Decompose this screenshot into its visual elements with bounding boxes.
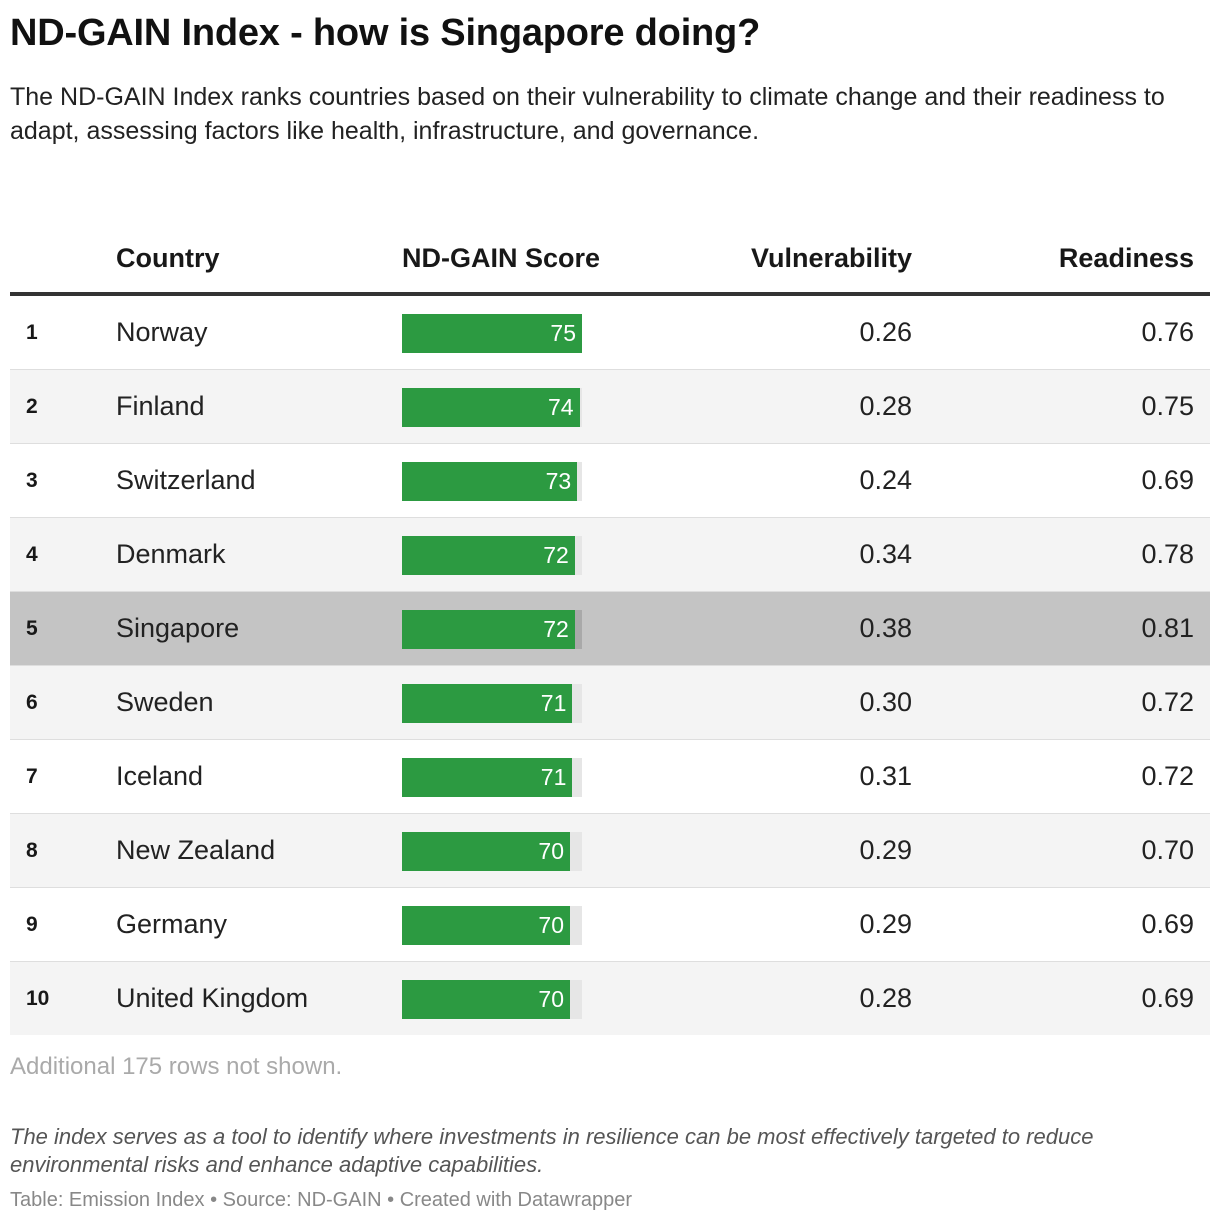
readiness-cell: 0.75 <box>1141 391 1194 421</box>
vulnerability-cell: 0.29 <box>859 835 912 865</box>
table-row: 8 New Zealand 70 0.29 0.70 <box>10 814 1210 888</box>
score-bar-track: 73 <box>402 462 582 501</box>
score-bar: 75 <box>402 314 582 353</box>
country-cell: Switzerland <box>116 465 256 495</box>
table-row: 10 United Kingdom 70 0.28 0.69 <box>10 962 1210 1035</box>
score-value: 70 <box>538 912 564 938</box>
ranking-table: Country ND-GAIN Score Vulnerability Read… <box>10 200 1210 1035</box>
header-country[interactable]: Country <box>116 243 220 273</box>
score-bar: 73 <box>402 462 578 501</box>
table-row: 2 Finland 74 0.28 0.75 <box>10 370 1210 444</box>
table-body: 1 Norway 75 0.26 0.76 2 Finland 74 0.28 0.75 3 Swit… <box>10 296 1210 1035</box>
score-value: 75 <box>550 320 576 346</box>
table-row: 3 Switzerland 73 0.24 0.69 <box>10 444 1210 518</box>
readiness-cell: 0.72 <box>1141 761 1194 791</box>
readiness-cell: 0.70 <box>1141 835 1194 865</box>
score-bar-track: 74 <box>402 388 582 427</box>
score-bar-track: 75 <box>402 314 582 353</box>
rank-cell: 6 <box>26 691 38 714</box>
score-bar-track: 70 <box>402 980 582 1019</box>
rank-cell: 9 <box>26 913 38 936</box>
country-cell: United Kingdom <box>116 983 309 1013</box>
readiness-cell: 0.69 <box>1141 909 1194 939</box>
score-value: 72 <box>543 542 569 568</box>
score-value: 72 <box>543 616 569 642</box>
rank-cell: 4 <box>26 543 38 566</box>
readiness-cell: 0.69 <box>1141 465 1194 495</box>
rank-cell: 10 <box>26 987 50 1010</box>
score-bar-track: 72 <box>402 536 582 575</box>
readiness-cell: 0.81 <box>1141 613 1194 643</box>
chart-subtitle: The ND-GAIN Index ranks countries based … <box>10 83 1165 145</box>
score-bar-track: 71 <box>402 684 582 723</box>
vulnerability-cell: 0.30 <box>859 687 912 717</box>
header-readiness[interactable]: Readiness <box>1058 243 1194 273</box>
readiness-cell: 0.72 <box>1141 687 1194 717</box>
score-bar: 72 <box>402 610 575 649</box>
vulnerability-cell: 0.26 <box>859 317 912 347</box>
vulnerability-cell: 0.38 <box>859 613 912 643</box>
vulnerability-cell: 0.24 <box>859 465 912 495</box>
country-cell: Singapore <box>116 613 240 643</box>
readiness-cell: 0.76 <box>1141 317 1194 347</box>
country-cell: Finland <box>116 391 205 421</box>
header-vulnerability[interactable]: Vulnerability <box>750 243 912 273</box>
score-value: 70 <box>538 838 564 864</box>
rank-cell: 5 <box>26 617 38 640</box>
table-row: 1 Norway 75 0.26 0.76 <box>10 296 1210 370</box>
readiness-cell: 0.78 <box>1141 539 1194 569</box>
table-row: 7 Iceland 71 0.31 0.72 <box>10 740 1210 814</box>
score-value: 73 <box>545 468 572 494</box>
score-bar: 71 <box>402 684 573 723</box>
vulnerability-cell: 0.29 <box>859 909 912 939</box>
score-bar: 70 <box>402 980 570 1019</box>
score-bar-track: 70 <box>402 906 582 945</box>
rank-cell: 8 <box>26 839 38 862</box>
table-row: 5 Singapore 72 0.38 0.81 <box>10 592 1210 666</box>
source-line: Table: Emission Index • Source: ND-GAIN … <box>10 1189 633 1211</box>
rank-cell: 3 <box>26 469 38 492</box>
rank-cell: 7 <box>26 765 38 788</box>
chart-title: ND-GAIN Index - how is Singapore doing? <box>10 12 761 54</box>
vulnerability-cell: 0.34 <box>859 539 912 569</box>
vulnerability-cell: 0.28 <box>859 983 912 1013</box>
score-bar: 72 <box>402 536 575 575</box>
score-value: 71 <box>540 764 567 790</box>
score-bar: 71 <box>402 758 573 797</box>
score-bar-track: 70 <box>402 832 582 871</box>
vulnerability-cell: 0.31 <box>859 761 912 791</box>
country-cell: Sweden <box>116 687 214 717</box>
more-rows-note: Additional 175 rows not shown. <box>10 1053 343 1080</box>
readiness-cell: 0.69 <box>1141 983 1194 1013</box>
score-value: 70 <box>538 986 564 1012</box>
vulnerability-cell: 0.28 <box>859 391 912 421</box>
country-cell: Iceland <box>116 761 204 791</box>
score-bar: 70 <box>402 832 570 871</box>
country-cell: Norway <box>116 317 208 347</box>
score-bar-track: 71 <box>402 758 582 797</box>
score-bar-track: 72 <box>402 610 582 649</box>
score-value: 71 <box>540 690 567 716</box>
rank-cell: 1 <box>26 321 38 344</box>
footnote: The index serves as a tool to identify w… <box>10 1124 1094 1177</box>
score-bar: 70 <box>402 906 570 945</box>
table-header: Country ND-GAIN Score Vulnerability Read… <box>10 200 1210 296</box>
header-score[interactable]: ND-GAIN Score <box>402 243 601 273</box>
country-cell: Denmark <box>116 539 226 569</box>
country-cell: Germany <box>116 909 228 939</box>
table-row: 6 Sweden 71 0.30 0.72 <box>10 666 1210 740</box>
country-cell: New Zealand <box>116 835 276 865</box>
score-value: 74 <box>548 394 574 420</box>
score-bar: 74 <box>402 388 580 427</box>
table-row: 9 Germany 70 0.29 0.69 <box>10 888 1210 962</box>
rank-cell: 2 <box>26 395 38 418</box>
table-row: 4 Denmark 72 0.34 0.78 <box>10 518 1210 592</box>
